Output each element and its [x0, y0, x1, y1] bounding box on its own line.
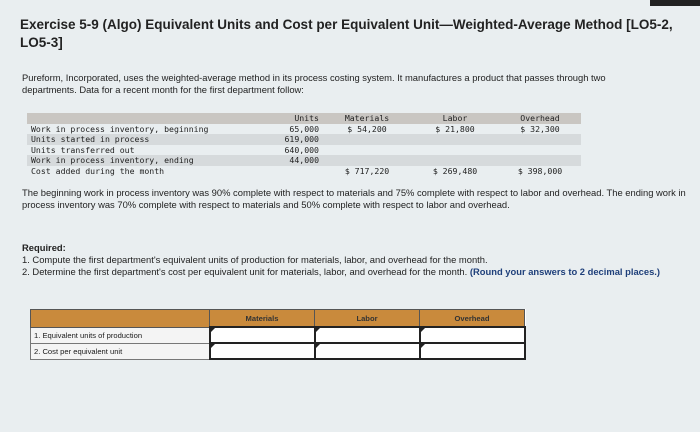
materials-cell: [323, 155, 411, 166]
corner-decoration: [650, 0, 700, 6]
required-item-1: 1. Compute the first department's equiva…: [22, 254, 488, 265]
overhead-cell: [499, 145, 581, 156]
answer-header-materials: Materials: [209, 309, 315, 328]
header-overhead: Overhead: [499, 113, 581, 124]
header-materials: Materials: [323, 113, 411, 124]
answer-row-cost-per-unit: 2. Cost per equivalent unit: [30, 342, 526, 360]
row-label: Units started in process: [27, 134, 265, 145]
answer-header-blank: [30, 309, 210, 328]
equivalent-units-labor-input[interactable]: [313, 326, 421, 344]
table-header-row: Units Materials Labor Overhead: [27, 113, 581, 124]
table-row: Units transferred out 640,000: [27, 145, 581, 156]
header-blank: [27, 113, 265, 124]
table-row: Units started in process 619,000: [27, 134, 581, 145]
units-cell: 619,000: [265, 134, 323, 145]
units-cell: 640,000: [284, 144, 319, 155]
labor-cell: $ 21,800: [435, 123, 475, 134]
required-heading: Required:: [22, 242, 66, 253]
labor-cell: $ 269,480: [432, 165, 478, 176]
required-item-2-text: 2. Determine the first department's cost…: [22, 266, 468, 277]
row-label: 1. Equivalent units of production: [30, 326, 210, 344]
materials-cell: [323, 134, 411, 145]
equivalent-units-materials-input[interactable]: [208, 326, 316, 344]
answer-header-overhead: Overhead: [419, 309, 525, 328]
equivalent-units-overhead-input[interactable]: [418, 326, 526, 344]
rounding-note: (Round your answers to 2 decimal places.…: [469, 266, 661, 277]
row-label: Units transferred out: [31, 144, 135, 155]
materials-cell: [323, 145, 411, 156]
labor-cell: [411, 134, 499, 145]
cost-per-unit-materials-input[interactable]: [208, 342, 316, 360]
overhead-cell: $ 398,000: [517, 165, 563, 176]
overhead-cell: [499, 134, 581, 145]
page-title: Exercise 5-9 (Algo) Equivalent Units and…: [20, 17, 673, 50]
table-row: Cost added during the month $ 717,220 $ …: [27, 166, 581, 177]
answer-header-labor: Labor: [314, 309, 420, 328]
answer-row-equivalent-units: 1. Equivalent units of production: [30, 326, 526, 344]
units-cell: 44,000: [265, 155, 323, 166]
labor-cell: [411, 145, 499, 156]
intro-text: Pureform, Incorporated, uses the weighte…: [22, 72, 606, 95]
header-labor: Labor: [411, 113, 499, 124]
row-label: 2. Cost per equivalent unit: [30, 342, 210, 360]
data-table: Units Materials Labor Overhead Work in p…: [27, 113, 581, 176]
row-label: Cost added during the month: [31, 165, 165, 176]
labor-cell: [411, 155, 499, 166]
answer-table: Materials Labor Overhead 1. Equivalent u…: [30, 309, 526, 360]
materials-cell: $ 717,220: [344, 165, 390, 176]
required-item-2: 2. Determine the first department's cost…: [22, 266, 692, 278]
materials-cell: $ 54,200: [347, 123, 387, 134]
required-section: Required: 1. Compute the first departmen…: [22, 242, 692, 278]
table-row: Work in process inventory, beginning 65,…: [27, 124, 581, 135]
completion-text: The beginning work in process inventory …: [22, 187, 686, 210]
cost-per-unit-overhead-input[interactable]: [418, 342, 526, 360]
row-label: Work in process inventory, ending: [27, 155, 265, 166]
overhead-cell: $ 32,300: [520, 123, 560, 134]
table-row: Work in process inventory, ending 44,000: [27, 155, 581, 166]
units-cell: [265, 166, 323, 177]
cost-per-unit-labor-input[interactable]: [313, 342, 421, 360]
units-cell: 65,000: [289, 123, 319, 134]
row-label: Work in process inventory, beginning: [31, 123, 209, 134]
header-units: Units: [265, 113, 323, 124]
overhead-cell: [499, 155, 581, 166]
